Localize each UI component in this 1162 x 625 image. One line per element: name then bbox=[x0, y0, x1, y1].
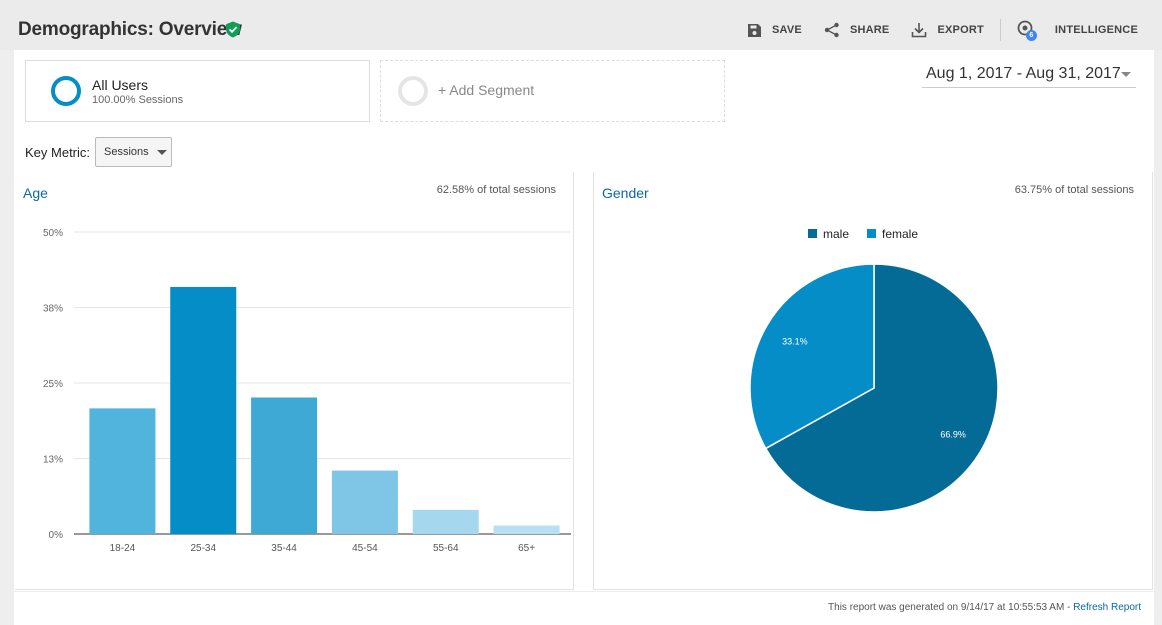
key-metric-label: Key Metric: bbox=[25, 145, 91, 160]
key-metric-select[interactable]: Sessions bbox=[95, 137, 172, 167]
insights-icon bbox=[1017, 20, 1033, 35]
bar-35-44[interactable] bbox=[251, 397, 318, 534]
x-tick-label: 55-64 bbox=[433, 543, 459, 554]
y-tick-label: 25% bbox=[43, 379, 63, 390]
chevron-down-icon bbox=[1121, 72, 1131, 77]
report-footer: This report was generated on 9/14/17 at … bbox=[14, 591, 1154, 625]
age-panel-share: 62.58% of total sessions bbox=[436, 184, 556, 196]
segment-ring-icon bbox=[51, 76, 81, 106]
x-tick-label: 45-54 bbox=[352, 543, 378, 554]
download-icon bbox=[912, 23, 927, 38]
x-tick-label: 18-24 bbox=[110, 543, 136, 554]
legend-swatch-female bbox=[867, 229, 876, 238]
share-label: SHARE bbox=[849, 24, 890, 36]
segment-name: All Users bbox=[92, 77, 149, 93]
x-tick-label: 65+ bbox=[518, 543, 535, 554]
age-bar-chart: 0% 13% 25% 38% 50% 18-24 25-34 35-44 45-54 55-64 6… bbox=[43, 228, 571, 554]
share-icon bbox=[824, 22, 839, 38]
y-tick-label: 13% bbox=[43, 455, 63, 466]
footer-text: This report was generated on 9/14/17 at … bbox=[828, 602, 1141, 613]
page-title: Demographics: Overview bbox=[18, 19, 242, 40]
intelligence-button[interactable]: 6 INTELLIGENCE bbox=[1017, 20, 1138, 41]
gender-pie-chart: male female 66.9% 33.1% bbox=[749, 227, 999, 513]
legend-swatch-male bbox=[808, 229, 817, 238]
x-tick-label: 25-34 bbox=[190, 543, 216, 554]
report-toolbar: SAVE SHARE EXPORT bbox=[725, 19, 1138, 41]
save-button[interactable]: SAVE bbox=[747, 23, 802, 38]
intelligence-badge: 6 bbox=[1025, 29, 1037, 41]
y-tick-label: 0% bbox=[49, 530, 64, 541]
add-segment-label: + Add Segment bbox=[438, 82, 535, 98]
segment-detail: 100.00% Sessions bbox=[92, 94, 184, 106]
bar-25-34[interactable] bbox=[170, 286, 237, 534]
legend-label-female: female bbox=[882, 227, 918, 241]
report-header: Demographics: Overview SAVE SHARE bbox=[0, 0, 1162, 50]
date-range-text: Aug 1, 2017 - Aug 31, 2017 bbox=[926, 65, 1121, 82]
gender-panel-title: Gender bbox=[602, 185, 649, 201]
pie-slice-female[interactable] bbox=[749, 263, 875, 450]
bar-18-24[interactable] bbox=[89, 408, 156, 534]
generated-note: This report was generated on 9/14/17 at … bbox=[828, 602, 1074, 613]
segment-placeholder-ring-icon bbox=[398, 76, 428, 106]
export-button[interactable]: EXPORT bbox=[911, 22, 984, 38]
pie-slice-male[interactable] bbox=[764, 263, 999, 513]
chevron-down-icon bbox=[157, 150, 167, 155]
bar-65+[interactable] bbox=[493, 525, 560, 534]
key-metric-value: Sessions bbox=[104, 146, 149, 158]
gender-panel-share: 63.75% of total sessions bbox=[1014, 184, 1134, 196]
intelligence-icon: 6 bbox=[1017, 20, 1045, 41]
intelligence-label: INTELLIGENCE bbox=[1054, 24, 1138, 36]
segment-all-users[interactable]: All Users 100.00% Sessions bbox=[25, 60, 370, 122]
bar-45-54[interactable] bbox=[331, 470, 398, 534]
date-range-picker[interactable]: Aug 1, 2017 - Aug 31, 2017 bbox=[922, 62, 1136, 88]
floppy-disk-icon bbox=[748, 23, 762, 37]
pie-label-female: 33.1% bbox=[782, 337, 808, 347]
gender-panel: Gender 63.75% of total sessions male fema… bbox=[593, 172, 1153, 590]
age-panel-title: Age bbox=[23, 185, 48, 201]
bar-55-64[interactable] bbox=[412, 509, 479, 534]
age-panel: Age 62.58% of total sessions 0% 13% 25% 38%… bbox=[15, 172, 574, 590]
share-button[interactable]: SHARE bbox=[824, 22, 890, 38]
pie-label-male: 66.9% bbox=[940, 429, 966, 439]
refresh-report-link[interactable]: Refresh Report bbox=[1073, 602, 1141, 613]
legend-label-male: male bbox=[823, 227, 849, 241]
export-label: EXPORT bbox=[937, 24, 984, 36]
verified-shield-icon bbox=[226, 21, 240, 38]
pie-legend: male female bbox=[808, 227, 918, 241]
y-tick-label: 38% bbox=[43, 304, 63, 315]
toolbar-divider bbox=[999, 19, 1001, 41]
y-tick-label: 50% bbox=[43, 228, 63, 239]
x-tick-label: 35-44 bbox=[271, 543, 297, 554]
save-label: SAVE bbox=[772, 24, 802, 36]
add-segment-button[interactable]: + Add Segment bbox=[380, 60, 725, 122]
